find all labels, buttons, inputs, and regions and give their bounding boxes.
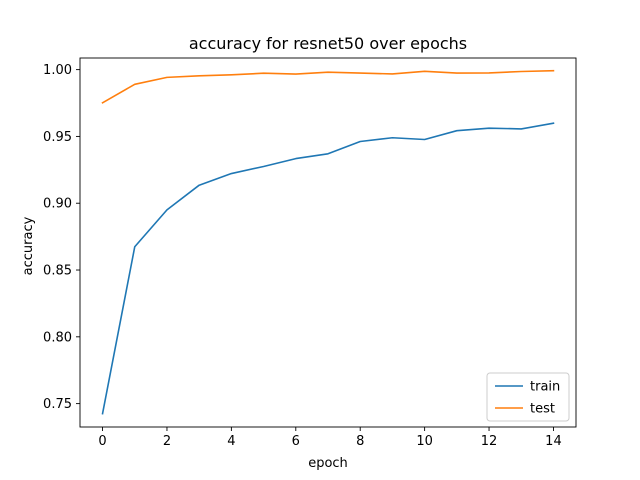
chart-title: accuracy for resnet50 over epochs xyxy=(189,34,467,53)
x-tick-label: 14 xyxy=(545,434,562,449)
series-line-test xyxy=(101,69,555,104)
y-tick-label: 0.80 xyxy=(43,330,72,345)
y-tick-label: 0.90 xyxy=(43,197,72,212)
x-axis-label: epoch xyxy=(308,456,348,471)
x-tick-label: 4 xyxy=(227,434,235,449)
plot-area: 0 2 4 6 8 10 12 14 0.75 0.80 0.85 0.90 0.95 1.00 train… xyxy=(43,57,577,449)
y-axis-label: accuracy xyxy=(21,216,36,275)
x-tick-label: 2 xyxy=(163,434,171,449)
y-tick-label: 1.00 xyxy=(43,63,72,78)
legend-label-test: test xyxy=(530,402,555,417)
legend-label-train: train xyxy=(530,380,560,395)
series-line-train xyxy=(101,122,555,415)
x-tick-label: 0 xyxy=(98,434,106,449)
x-tick-label: 10 xyxy=(416,434,433,449)
x-tick-label: 6 xyxy=(292,434,300,449)
y-tick-label: 0.75 xyxy=(43,397,72,412)
y-tick-label: 0.85 xyxy=(43,264,72,279)
y-tick-label: 0.95 xyxy=(43,130,72,145)
x-tick-label: 12 xyxy=(481,434,498,449)
x-tick-label: 8 xyxy=(356,434,364,449)
legend-box xyxy=(486,372,570,422)
axes-frame xyxy=(79,57,577,428)
